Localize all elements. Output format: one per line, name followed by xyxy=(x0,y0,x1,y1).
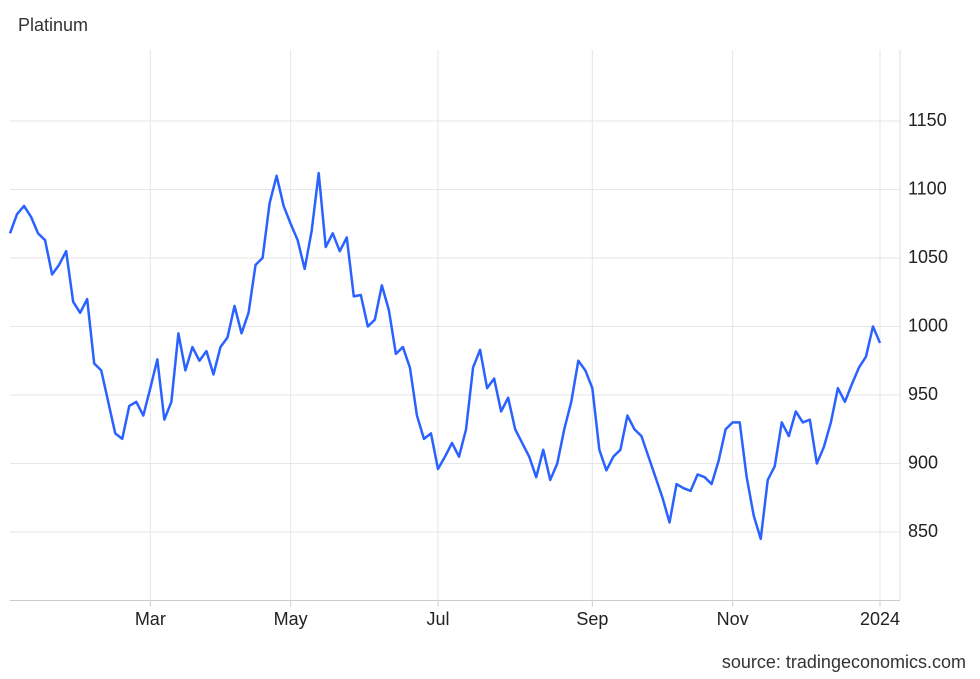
y-tick-label: 900 xyxy=(908,452,938,472)
x-tick-label: Mar xyxy=(135,609,166,629)
y-tick-label: 1000 xyxy=(908,315,948,335)
x-tick-label: May xyxy=(274,609,308,629)
x-tick-label: Sep xyxy=(576,609,608,629)
y-tick-label: 1150 xyxy=(908,110,947,130)
x-tick-label: Nov xyxy=(717,609,749,629)
y-tick-label: 950 xyxy=(908,384,938,404)
x-tick-label: Jul xyxy=(426,609,449,629)
chart-title: Platinum xyxy=(18,15,88,35)
source: source: tradingeconomics.com xyxy=(722,652,966,672)
y-tick-label: 850 xyxy=(908,521,938,541)
y-tick-label: 1050 xyxy=(908,247,948,267)
price-line xyxy=(8,171,882,541)
y-tick-label: 1100 xyxy=(908,178,947,198)
x-tick-label: 2024 xyxy=(860,609,900,629)
